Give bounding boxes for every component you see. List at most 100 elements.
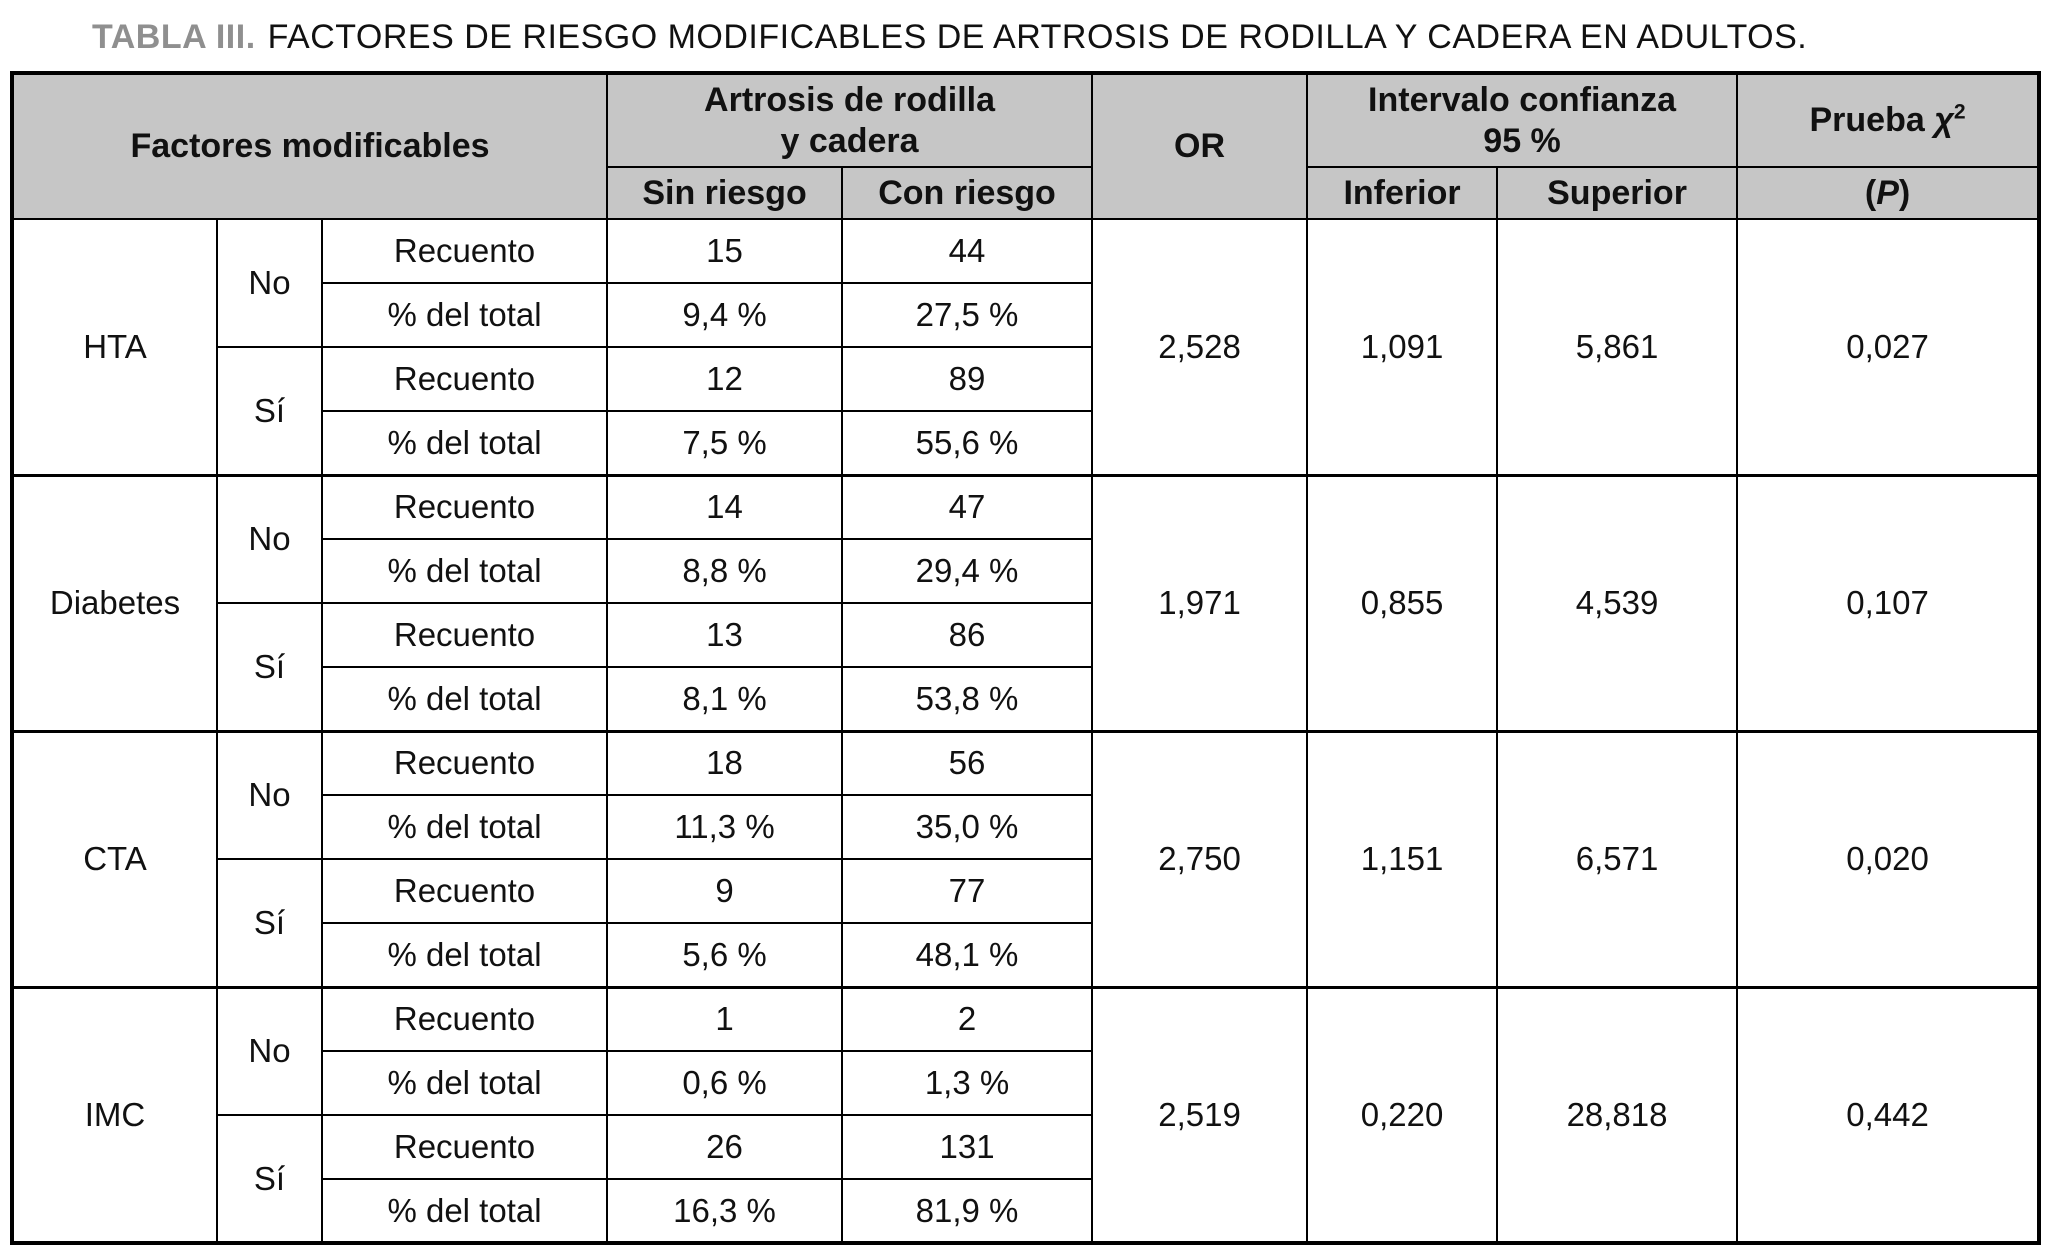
sin-riesgo-value: 7,5 % xyxy=(606,410,844,476)
pct-label: % del total xyxy=(320,410,609,476)
header-intervalo: Intervalo confianza 95 % xyxy=(1306,72,1739,168)
header-p: (P) xyxy=(1736,166,2041,220)
recuento-label: Recuento xyxy=(320,218,609,284)
con-riesgo-value: 86 xyxy=(841,602,1094,668)
table-row: % del total 8,1 % 53,8 % xyxy=(12,666,2039,732)
table-row: Sí Recuento 13 86 xyxy=(12,602,2039,732)
si-cell: Sí xyxy=(216,1114,323,1244)
con-riesgo-value: 47 xyxy=(841,473,1094,540)
sin-riesgo-value: 9 xyxy=(606,858,844,924)
table-row: % del total 7,5 % 55,6 % xyxy=(12,410,2039,476)
p-letter: P xyxy=(1876,173,1899,212)
table-row: % del total 9,4 % 27,5 % xyxy=(12,282,2039,348)
inferior-value: 1,091 xyxy=(1306,218,1499,476)
con-riesgo-value: 77 xyxy=(841,858,1094,924)
no-cell: No xyxy=(216,985,323,1116)
pct-label: % del total xyxy=(320,794,609,860)
header-intervalo-line2: 95 % xyxy=(1483,121,1561,160)
table-row: Sí Recuento 12 89 xyxy=(12,346,2039,476)
table-number: TABLA III. xyxy=(92,18,256,56)
header-artrosis-line1: Artrosis de rodilla xyxy=(704,81,996,120)
table-row: % del total 11,3 % 35,0 % xyxy=(12,794,2039,860)
header-row-2: Sin riesgo Con riesgo Inferior Superior … xyxy=(12,166,2041,220)
recuento-label: Recuento xyxy=(320,473,609,540)
con-riesgo-value: 56 xyxy=(841,729,1094,796)
con-riesgo-value: 81,9 % xyxy=(841,1178,1094,1244)
sin-riesgo-value: 14 xyxy=(606,473,844,540)
p-open-paren: ( xyxy=(1864,173,1877,212)
sin-riesgo-value: 9,4 % xyxy=(606,282,844,348)
sin-riesgo-value: 8,1 % xyxy=(606,666,844,732)
superior-value: 6,571 xyxy=(1496,729,1739,988)
chi-exponent: 2 xyxy=(1953,101,1966,125)
table-row: CTA No Recuento 18 56 2,750 1,151 6,571 … xyxy=(11,729,2041,988)
table-row: % del total 0,6 % 1,3 % xyxy=(12,1050,2039,1116)
si-cell: Sí xyxy=(216,346,323,476)
table-row: % del total 8,8 % 29,4 % xyxy=(12,538,2039,604)
title-text: FACTORES DE RIESGO MODIFICABLES DE ARTRO… xyxy=(267,18,1808,56)
factor-cell: HTA xyxy=(11,218,218,476)
header-prueba-chi: Prueba χ2 xyxy=(1736,72,2041,168)
header-factores: Factores modificables xyxy=(10,72,609,220)
table-row: Sí Recuento 9 77 xyxy=(12,858,2039,988)
recuento-label: Recuento xyxy=(320,858,609,924)
con-riesgo-value: 131 xyxy=(841,1114,1094,1180)
con-riesgo-value: 27,5 % xyxy=(841,282,1094,348)
table-row: HTA No Recuento 15 44 2,528 1,091 5,861 … xyxy=(11,218,2041,476)
header-con-riesgo: Con riesgo xyxy=(841,166,1094,220)
sin-riesgo-value: 5,6 % xyxy=(606,922,844,988)
pct-label: % del total xyxy=(320,922,609,988)
sin-riesgo-value: 1 xyxy=(606,985,844,1052)
recuento-label: Recuento xyxy=(320,346,609,412)
no-cell: No xyxy=(216,729,323,860)
header-intervalo-line1: Intervalo confianza xyxy=(1368,81,1677,120)
sin-riesgo-value: 16,3 % xyxy=(606,1178,844,1244)
inferior-value: 0,855 xyxy=(1306,473,1499,732)
or-value: 2,519 xyxy=(1091,985,1309,1244)
p-value: 0,020 xyxy=(1736,729,2041,988)
table-row: Diabetes No Recuento 14 47 1,971 0,855 4… xyxy=(11,473,2041,732)
header-row-1: Factores modificables Artrosis de rodill… xyxy=(10,72,2041,220)
sin-riesgo-value: 8,8 % xyxy=(606,538,844,604)
con-riesgo-value: 44 xyxy=(841,218,1094,284)
table-row: IMC No Recuento 1 2 2,519 0,220 28,818 0… xyxy=(11,985,2041,1244)
p-value: 0,027 xyxy=(1736,218,2041,476)
table-row: % del total 16,3 % 81,9 % xyxy=(12,1178,2039,1244)
con-riesgo-value: 53,8 % xyxy=(841,666,1094,732)
no-cell: No xyxy=(216,218,323,348)
p-value: 0,107 xyxy=(1736,473,2041,732)
pct-label: % del total xyxy=(320,538,609,604)
or-value: 1,971 xyxy=(1091,473,1309,732)
inferior-value: 0,220 xyxy=(1306,985,1499,1244)
superior-value: 4,539 xyxy=(1496,473,1739,732)
table-row: Sí Recuento 26 131 xyxy=(12,1114,2039,1244)
con-riesgo-value: 89 xyxy=(841,346,1094,412)
con-riesgo-value: 48,1 % xyxy=(841,922,1094,988)
pct-label: % del total xyxy=(320,1178,609,1244)
si-cell: Sí xyxy=(216,602,323,732)
con-riesgo-value: 29,4 % xyxy=(841,538,1094,604)
sin-riesgo-value: 11,3 % xyxy=(606,794,844,860)
header-inferior: Inferior xyxy=(1306,166,1499,220)
recuento-label: Recuento xyxy=(320,985,609,1052)
p-value: 0,442 xyxy=(1736,985,2041,1244)
header-or: OR xyxy=(1091,72,1309,220)
table-row: % del total 5,6 % 48,1 % xyxy=(12,922,2039,988)
superior-value: 28,818 xyxy=(1496,985,1739,1244)
con-riesgo-value: 35,0 % xyxy=(841,794,1094,860)
recuento-label: Recuento xyxy=(320,729,609,796)
header-superior: Superior xyxy=(1496,166,1739,220)
factor-cell: Diabetes xyxy=(11,473,218,732)
sin-riesgo-value: 0,6 % xyxy=(606,1050,844,1116)
sin-riesgo-value: 15 xyxy=(606,218,844,284)
superior-value: 5,861 xyxy=(1496,218,1739,476)
factor-cell: IMC xyxy=(11,985,218,1244)
header-prueba-text: Prueba xyxy=(1809,101,1935,140)
or-value: 2,528 xyxy=(1091,218,1309,476)
sin-riesgo-value: 12 xyxy=(606,346,844,412)
recuento-label: Recuento xyxy=(320,1114,609,1180)
con-riesgo-value: 1,3 % xyxy=(841,1050,1094,1116)
risk-factors-table: Factores modificables Artrosis de rodill… xyxy=(10,71,2042,1245)
or-value: 2,750 xyxy=(1091,729,1309,988)
